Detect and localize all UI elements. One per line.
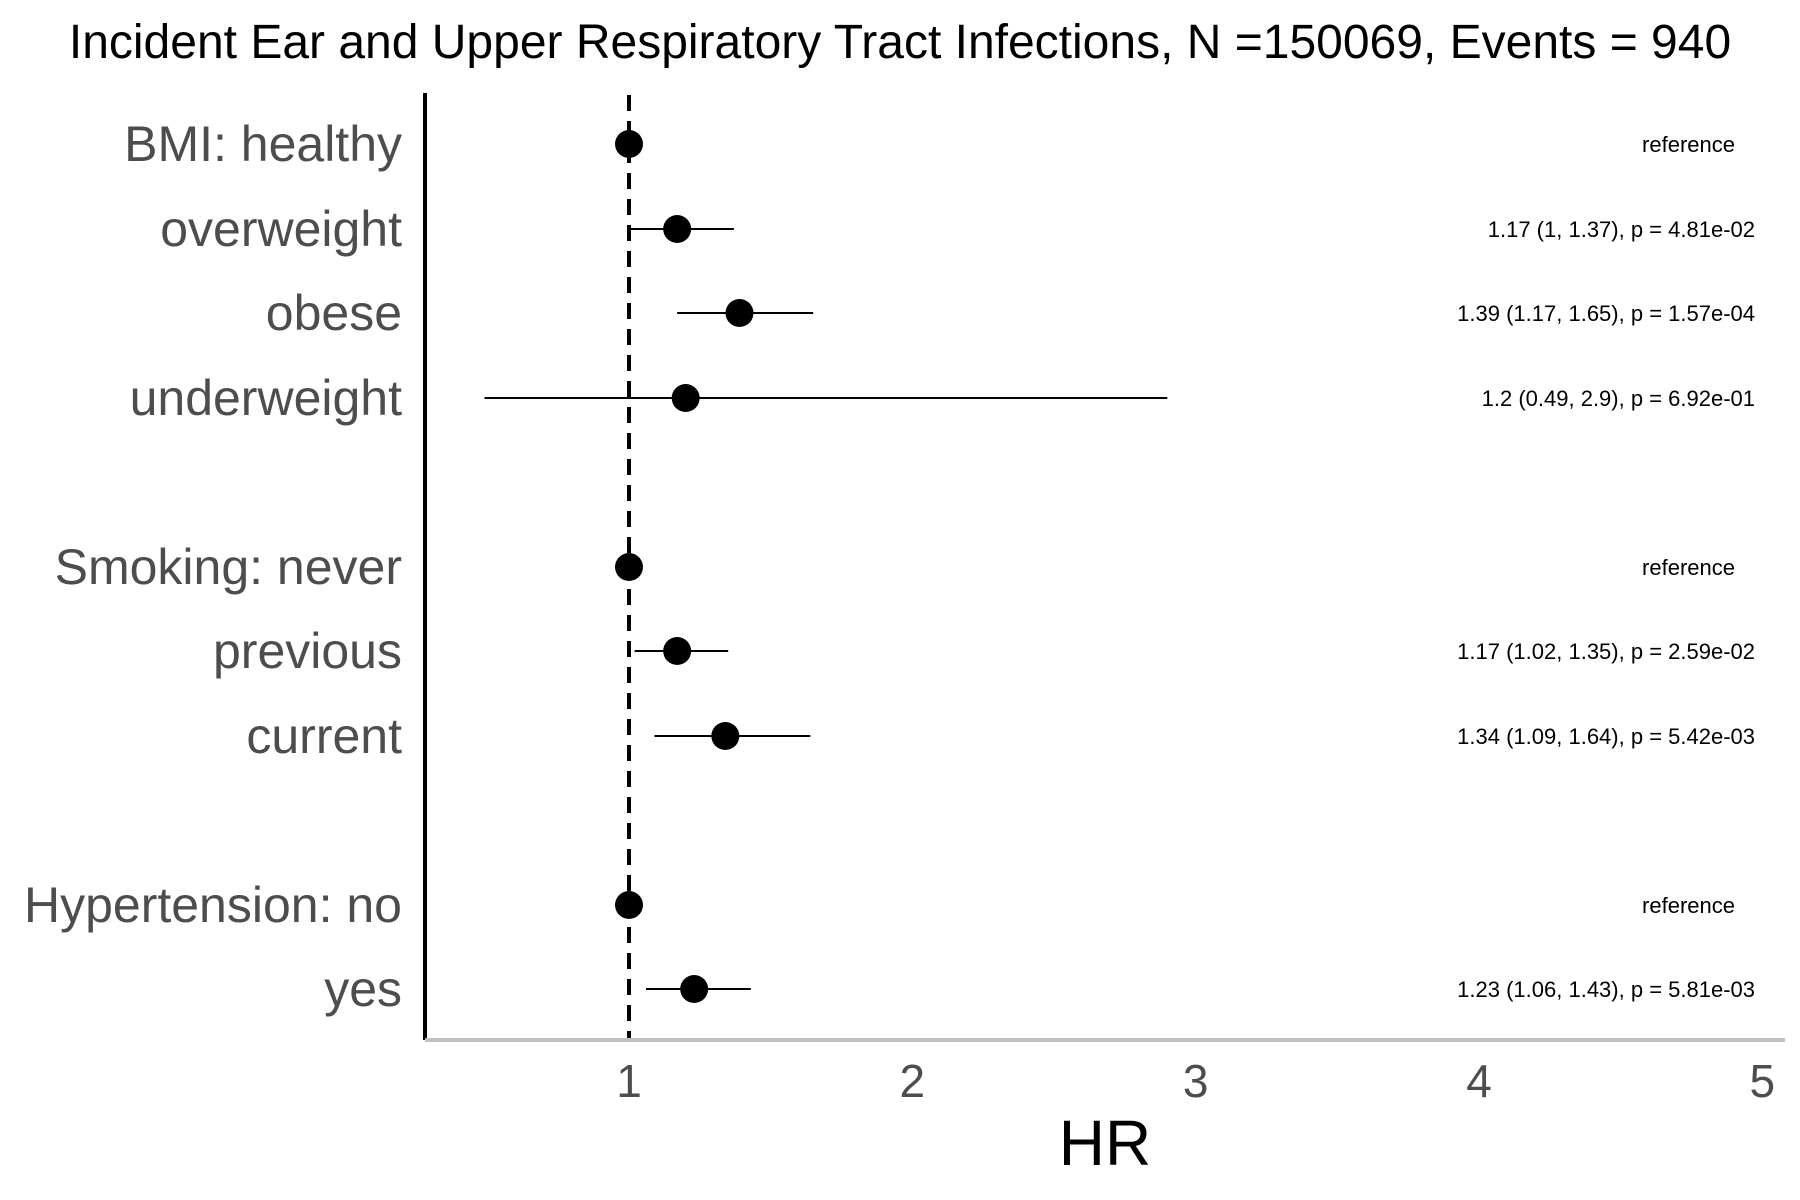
hr-point: [663, 637, 692, 665]
estimate-annotation: 1.17 (1.02, 1.35), p = 2.59e-02: [1457, 639, 1755, 664]
x-tick-label: 5: [1750, 1055, 1776, 1107]
confidence-intervals: [484, 228, 1168, 990]
estimate-annotation: 1.39 (1.17, 1.65), p = 1.57e-04: [1457, 301, 1755, 326]
row-labels: BMI: healthy overweight obese underweight Sm…: [24, 116, 402, 1017]
row-label: current: [246, 708, 402, 764]
chart-title: Incident Ear and Upper Respiratory Tract…: [69, 16, 1731, 69]
hr-point: [615, 891, 643, 919]
x-tick-label: 4: [1466, 1055, 1492, 1107]
estimate-annotation: 1.34 (1.09, 1.64), p = 5.42e-03: [1457, 724, 1755, 749]
x-tick-label: 3: [1183, 1055, 1209, 1107]
row-label: underweight: [130, 370, 403, 426]
reference-label: reference: [1642, 132, 1735, 157]
row-label: yes: [324, 961, 402, 1017]
reference-label: reference: [1642, 555, 1735, 580]
hazard-ratio-points: [615, 130, 754, 1003]
row-label: obese: [266, 285, 402, 341]
hr-point: [615, 553, 643, 581]
hr-point: [680, 975, 709, 1003]
row-label: BMI: healthy: [124, 116, 402, 172]
estimate-annotation: 1.2 (0.49, 2.9), p = 6.92e-01: [1482, 386, 1755, 411]
row-label: Smoking: never: [55, 539, 402, 595]
estimate-annotation: 1.17 (1, 1.37), p = 4.81e-02: [1488, 217, 1755, 242]
row-label: overweight: [160, 201, 402, 257]
hr-point: [725, 299, 754, 327]
row-annotations: reference 1.17 (1, 1.37), p = 4.81e-02 1.3…: [1457, 132, 1755, 1002]
x-axis-title: HR: [1059, 1107, 1151, 1179]
hr-point: [711, 722, 740, 750]
row-label: previous: [213, 623, 402, 679]
x-tick-labels: 1 2 3 4 5: [616, 1055, 1775, 1107]
hr-point: [663, 215, 692, 243]
hr-point: [671, 384, 700, 412]
x-tick-label: 2: [900, 1055, 926, 1107]
reference-label: reference: [1642, 893, 1735, 918]
axes: [423, 93, 1785, 1042]
x-tick-label: 1: [616, 1055, 642, 1107]
estimate-annotation: 1.23 (1.06, 1.43), p = 5.81e-03: [1457, 977, 1755, 1002]
row-label: Hypertension: no: [24, 877, 402, 933]
hr-point: [615, 130, 643, 158]
